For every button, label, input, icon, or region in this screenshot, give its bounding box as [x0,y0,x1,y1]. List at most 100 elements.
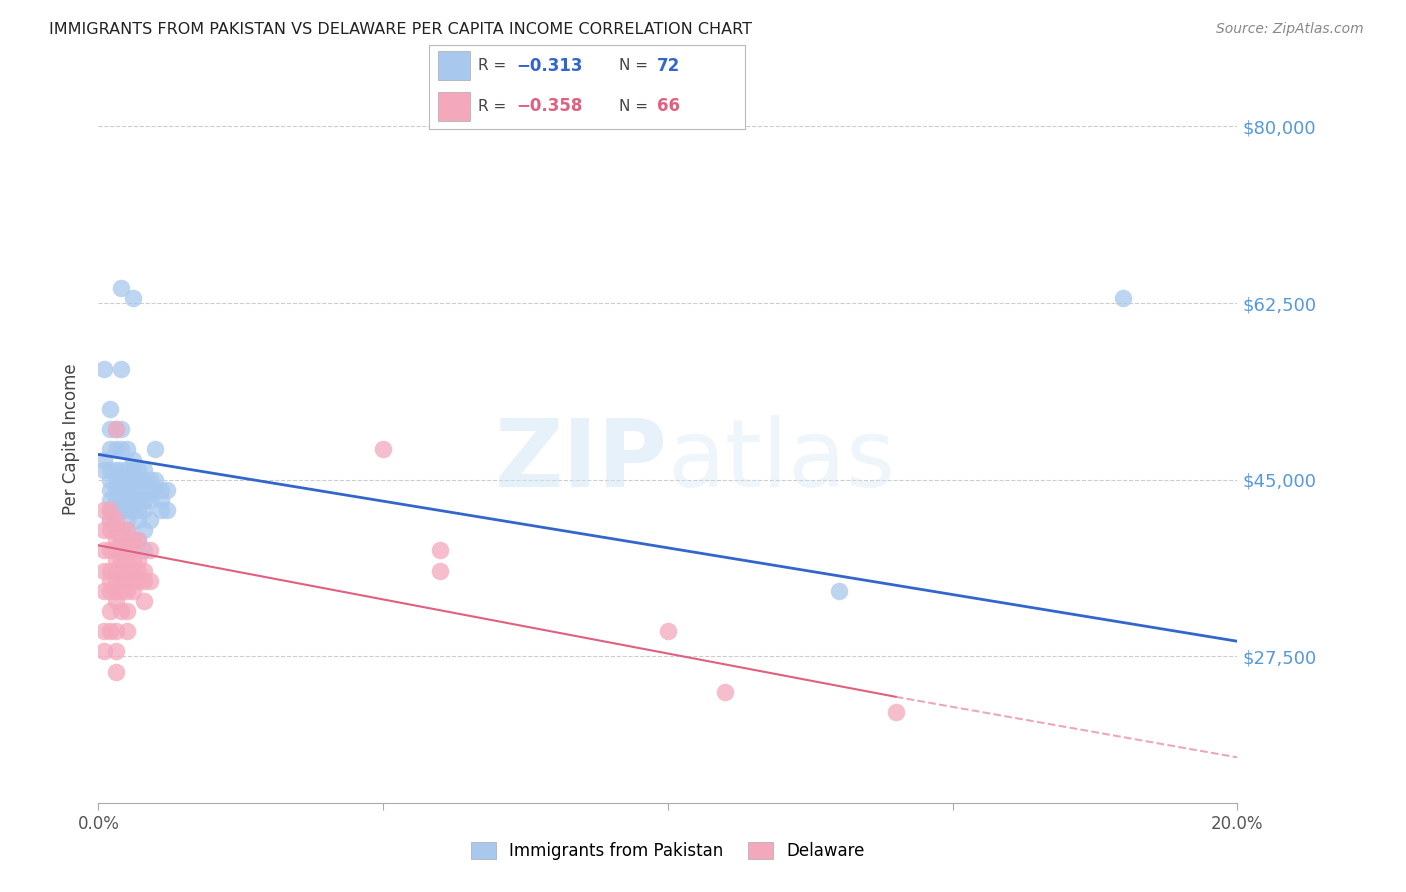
Point [93,503,115,517]
Point [110,361,132,376]
Point [93,583,115,598]
Point [884,705,907,719]
Point [110,533,132,548]
Point [110,483,132,497]
Point [115,473,138,487]
Text: IMMIGRANTS FROM PAKISTAN VS DELAWARE PER CAPITA INCOME CORRELATION CHART: IMMIGRANTS FROM PAKISTAN VS DELAWARE PER… [49,22,752,37]
Point [121,462,143,476]
Point [115,574,138,588]
Point [104,503,127,517]
Point [121,503,143,517]
Point [104,564,127,578]
Point [132,503,155,517]
Point [115,503,138,517]
Point [98,402,121,417]
Point [132,473,155,487]
Point [429,543,451,558]
Point [104,422,127,436]
Point [98,513,121,527]
Point [98,462,121,476]
Point [93,543,115,558]
Point [156,503,179,517]
Point [98,473,121,487]
Point [115,523,138,537]
Text: N =: N = [619,58,652,73]
Point [145,473,167,487]
Point [110,503,132,517]
Point [127,483,149,497]
Point [138,513,160,527]
Point [127,574,149,588]
Point [115,442,138,457]
Point [98,492,121,507]
Point [110,583,132,598]
Text: −0.313: −0.313 [516,57,582,75]
Point [98,604,121,618]
Point [145,442,167,457]
Point [110,422,132,436]
Point [98,503,121,517]
Point [98,442,121,457]
Point [104,594,127,608]
Point [98,564,121,578]
Point [127,473,149,487]
Point [110,574,132,588]
Point [104,422,127,436]
Point [98,513,121,527]
Point [121,492,143,507]
Point [121,543,143,558]
Point [93,523,115,537]
Point [115,624,138,639]
Point [104,533,127,548]
Point [138,473,160,487]
Point [115,523,138,537]
Point [150,483,173,497]
Point [104,553,127,567]
Point [110,473,132,487]
Point [115,583,138,598]
Point [138,483,160,497]
Point [429,564,451,578]
Point [145,483,167,497]
Text: −0.358: −0.358 [516,97,582,115]
Point [121,583,143,598]
Point [132,564,155,578]
Point [104,665,127,679]
Point [98,503,121,517]
Point [110,564,132,578]
Point [132,594,155,608]
Point [98,574,121,588]
Point [127,564,149,578]
Point [127,553,149,567]
Point [93,564,115,578]
Point [138,492,160,507]
Point [1112,291,1135,305]
Point [115,492,138,507]
Point [127,513,149,527]
Point [121,574,143,588]
Y-axis label: Per Capita Income: Per Capita Income [62,364,80,515]
Point [121,291,143,305]
Point [127,492,149,507]
Point [150,492,173,507]
Point [98,543,121,558]
Point [93,462,115,476]
Point [115,462,138,476]
Point [121,564,143,578]
Point [104,583,127,598]
Text: R =: R = [478,99,510,114]
Point [93,644,115,658]
Point [115,533,138,548]
Point [104,483,127,497]
Point [138,574,160,588]
Point [121,553,143,567]
Point [121,473,143,487]
Point [132,543,155,558]
Text: atlas: atlas [668,415,896,508]
Text: Source: ZipAtlas.com: Source: ZipAtlas.com [1216,22,1364,37]
Point [138,543,160,558]
Point [110,533,132,548]
Point [115,483,138,497]
Point [104,492,127,507]
Point [127,533,149,548]
